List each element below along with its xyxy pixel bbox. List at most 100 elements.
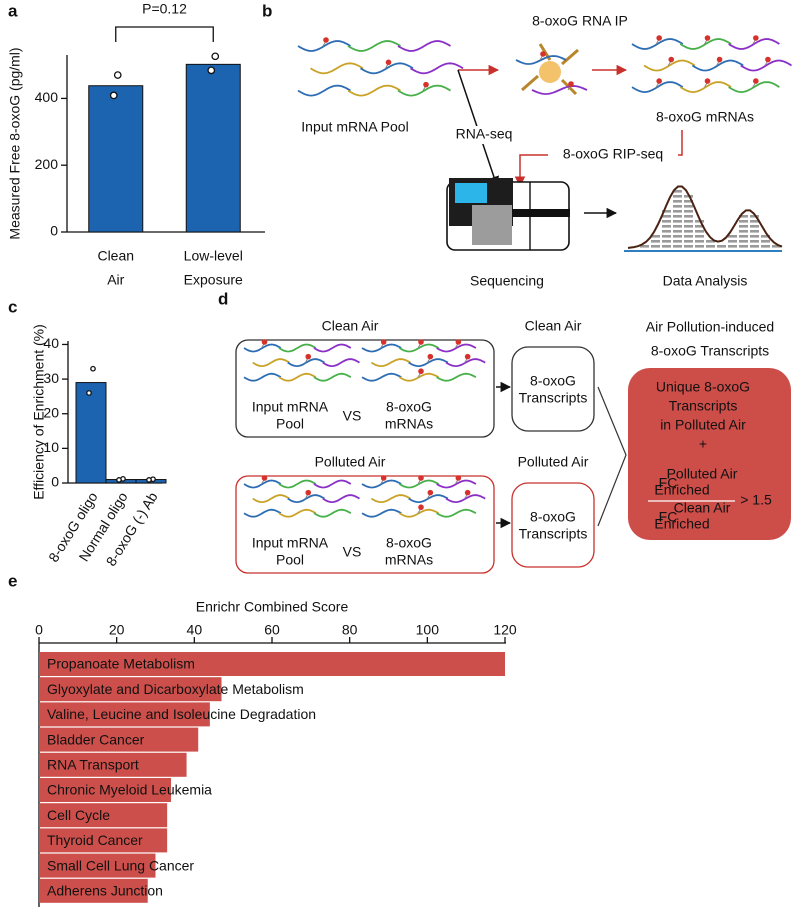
read (706, 240, 715, 243)
oxo-mark (704, 35, 711, 41)
oxo-mark (656, 78, 662, 84)
read (673, 210, 682, 213)
rna-strand (278, 479, 317, 489)
rna-strand (361, 508, 402, 518)
read (651, 240, 660, 243)
read (673, 245, 682, 248)
bead (539, 61, 561, 83)
result-box (511, 346, 595, 432)
rna-strand (370, 358, 411, 368)
label: Polluted Air (518, 454, 589, 470)
read (673, 215, 682, 218)
rna-strand (398, 343, 439, 353)
rna-strand (740, 59, 792, 72)
label: 8-oxoG (530, 373, 576, 389)
read (684, 235, 693, 238)
rna-strand (361, 372, 402, 382)
read (750, 215, 759, 218)
bar (39, 778, 172, 802)
read (695, 245, 704, 248)
label: Transcripts (669, 398, 738, 414)
sequencer-screen (455, 183, 487, 203)
bar (39, 677, 222, 702)
group-box (235, 339, 495, 438)
oxo-mark (455, 339, 462, 345)
read (739, 245, 748, 248)
replicate-point (146, 477, 152, 483)
label: Valine, Leucine and Isoleucine Degradati… (47, 706, 316, 722)
label: RNA Transport (47, 757, 139, 773)
label: 80 (342, 622, 358, 638)
read (739, 240, 748, 243)
read (684, 240, 693, 243)
label: 8-oxoG mRNAs (656, 109, 754, 125)
oxo-mark (385, 59, 392, 66)
rna-strand (728, 81, 780, 94)
read (651, 235, 660, 238)
read (673, 190, 682, 193)
bar (39, 727, 199, 752)
label: 20 (109, 622, 125, 638)
label: Adherens Junction (47, 883, 163, 899)
read (695, 220, 704, 223)
read (684, 200, 693, 203)
read (684, 225, 693, 228)
label: Clean Air (322, 318, 379, 334)
merge-bracket (597, 386, 627, 527)
label: Thyroid Cancer (47, 832, 143, 848)
replicate-point (211, 52, 220, 61)
oxo-mark (704, 78, 711, 84)
oxo-mark (423, 81, 429, 88)
line (521, 74, 539, 92)
label: Unique 8-oxoG (656, 379, 750, 395)
read (728, 245, 737, 248)
sequencer-bar (512, 209, 570, 217)
rna-strand (278, 343, 317, 353)
rna-strand (691, 59, 744, 72)
read (651, 245, 660, 248)
rna-strand (531, 85, 588, 95)
read (684, 245, 693, 248)
bar (39, 702, 210, 727)
read (684, 230, 693, 233)
rna-strand (287, 494, 325, 504)
oxo-mark (305, 489, 312, 496)
label: Low-level (184, 248, 243, 264)
label: Efficiency of Enrichment (%) (31, 324, 47, 500)
read (772, 245, 781, 248)
label: 8-oxoG RIP-seq (563, 146, 663, 162)
rna-strand (397, 84, 451, 97)
label: Input mRNA (252, 399, 329, 415)
coverage-curve (627, 185, 783, 249)
label: Bladder Cancer (47, 731, 145, 747)
read (761, 235, 770, 238)
read (750, 235, 759, 238)
read (717, 245, 726, 248)
rna-strand (361, 343, 402, 353)
oxo-mark (455, 475, 462, 481)
rna-strand (313, 508, 352, 518)
panel-label: a (8, 1, 18, 20)
label: in Polluted Air (660, 417, 746, 433)
label: Transcripts (519, 390, 588, 406)
read (673, 200, 682, 203)
rna-strand (322, 358, 360, 368)
read (684, 210, 693, 213)
oxo-mark (753, 78, 759, 84)
read (728, 235, 737, 238)
replicate-point (116, 477, 122, 483)
read (684, 215, 693, 218)
read (662, 215, 671, 218)
rna-strand (243, 479, 282, 489)
panel-label: b (262, 1, 272, 20)
oxo-mark (464, 489, 471, 496)
oxo-mark (765, 56, 771, 63)
rna-strand (436, 372, 477, 382)
label: Chronic Myeloid Leukemia (47, 782, 212, 798)
read (739, 215, 748, 218)
rna-strand (360, 62, 414, 75)
read (750, 225, 759, 228)
replicate-point (109, 91, 118, 100)
label: 120 (493, 622, 517, 638)
